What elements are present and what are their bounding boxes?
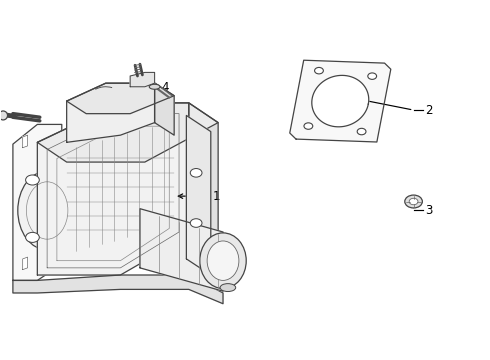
Polygon shape (140, 209, 223, 291)
Ellipse shape (149, 84, 160, 89)
Polygon shape (189, 103, 218, 255)
Circle shape (409, 198, 418, 205)
Ellipse shape (207, 241, 239, 280)
Ellipse shape (200, 233, 246, 288)
Circle shape (405, 195, 422, 208)
Polygon shape (67, 83, 174, 114)
Text: 4: 4 (161, 81, 169, 94)
Text: 1: 1 (212, 190, 220, 203)
Polygon shape (290, 60, 391, 142)
Polygon shape (67, 83, 155, 142)
Polygon shape (155, 83, 174, 135)
Text: 3: 3 (425, 204, 432, 217)
Circle shape (25, 175, 39, 185)
Ellipse shape (220, 284, 236, 292)
Ellipse shape (18, 171, 76, 250)
Circle shape (190, 168, 202, 177)
Circle shape (357, 128, 366, 135)
Polygon shape (13, 125, 62, 280)
Circle shape (190, 219, 202, 227)
Polygon shape (23, 257, 27, 270)
Polygon shape (130, 72, 155, 87)
Text: 2: 2 (425, 104, 432, 117)
Circle shape (368, 73, 377, 79)
Polygon shape (37, 103, 218, 162)
Circle shape (315, 67, 323, 74)
Polygon shape (37, 103, 189, 275)
Circle shape (304, 123, 313, 129)
Polygon shape (23, 135, 27, 148)
Polygon shape (312, 75, 369, 127)
Circle shape (25, 232, 39, 242)
Polygon shape (186, 116, 211, 275)
Polygon shape (13, 275, 223, 304)
Ellipse shape (0, 111, 7, 120)
